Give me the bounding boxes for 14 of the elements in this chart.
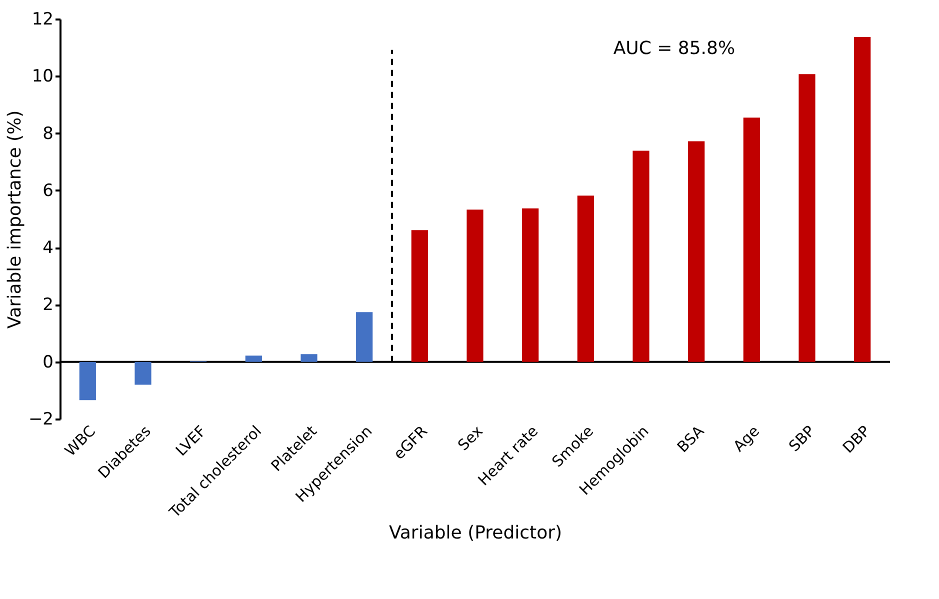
- y-tick-label: 8: [42, 124, 54, 144]
- y-tick-label: 10: [32, 66, 54, 87]
- x-tick-label: BSA: [674, 422, 708, 456]
- y-tick-label: 12: [32, 10, 54, 30]
- y-tick-label: 0: [42, 352, 54, 372]
- y-tick-label: 4: [42, 238, 54, 258]
- y-tick-label: 2: [42, 295, 54, 316]
- y-axis-title: Variable importance (%): [4, 110, 26, 329]
- y-tick-label: 6: [42, 180, 54, 201]
- annotation: AUC = 85.8%: [613, 38, 736, 59]
- y-tick-label: −2: [28, 410, 54, 430]
- x-tick-label: Age: [730, 422, 763, 456]
- x-tick-label: Sex: [454, 422, 486, 454]
- x-axis-title: Variable (Predictor): [388, 522, 562, 544]
